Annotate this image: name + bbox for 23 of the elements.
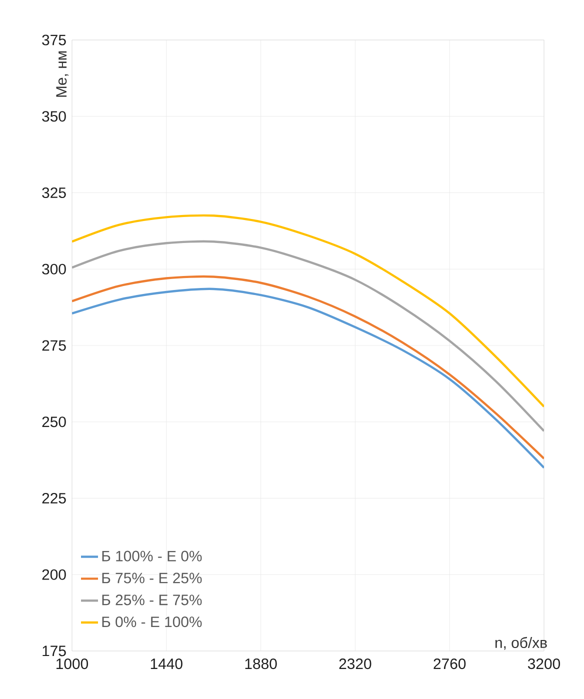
y-tick-label: 325: [42, 187, 66, 198]
x-tick-label: 1440: [150, 658, 182, 670]
line-series: [72, 214, 544, 408]
y-tick-label: 300: [42, 264, 66, 274]
y-axis-title: Me, нм: [56, 51, 68, 97]
y-tick-label: 375: [42, 34, 66, 46]
y-tick-label: 225: [42, 492, 66, 504]
y-tick-label: 350: [42, 111, 66, 122]
x-tick-label: 1000: [56, 658, 88, 670]
y-tick-label: 175: [42, 646, 66, 656]
line-series: [72, 240, 544, 432]
legend-label: Б 75% - Е 25%: [102, 572, 202, 584]
y-tick-label: 200: [42, 569, 66, 580]
legend-label: Б 25% - Е 75%: [102, 594, 202, 606]
y-tick-label: 275: [42, 340, 66, 351]
x-tick-label: 2760: [434, 658, 466, 670]
x-axis-title: n, об/хв: [495, 636, 547, 650]
x-tick-label: 1880: [245, 658, 277, 670]
legend-label: Б 0% - Е 100%: [102, 616, 202, 628]
y-tick-label: 250: [42, 416, 66, 428]
legend-label: Б 100% - Е 0%: [102, 550, 202, 562]
x-tick-label: 2320: [339, 658, 372, 670]
x-tick-label: 3200: [528, 658, 560, 670]
